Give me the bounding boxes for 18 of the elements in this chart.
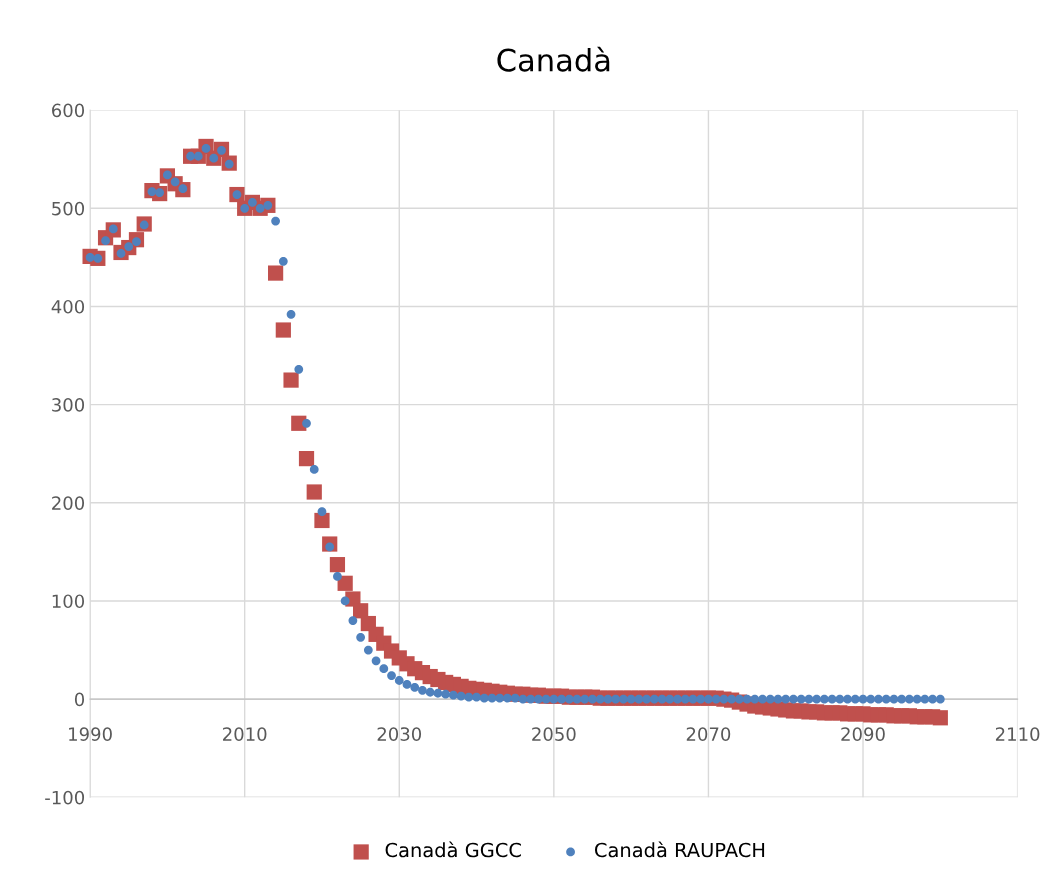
y-tick-label: 400 (51, 299, 85, 314)
x-tick-label: 2010 (223, 727, 267, 741)
legend-label: Canadà RAUPACH (594, 841, 765, 858)
y-tick-label: 200 (52, 496, 85, 510)
x-tick-label: 2110 (995, 727, 1040, 741)
x-tick-label: 2090 (841, 727, 885, 741)
x-tick-label: 2030 (377, 727, 422, 741)
x-tick-label: 2070 (686, 727, 731, 741)
chart-title: Canadà (497, 46, 610, 72)
y-tick-label: 300 (52, 398, 85, 412)
y-tick-label: 100 (52, 594, 85, 609)
y-tick-label: -100 (45, 790, 85, 805)
x-tick-label: 2050 (532, 727, 576, 741)
y-tick-label: 500 (52, 201, 85, 216)
x-tick-label: 1990 (69, 727, 112, 741)
legend-label: Canadà GGCC (385, 841, 521, 858)
y-tick-label: 600 (52, 103, 85, 118)
y-tick-label: 0 (74, 692, 85, 707)
